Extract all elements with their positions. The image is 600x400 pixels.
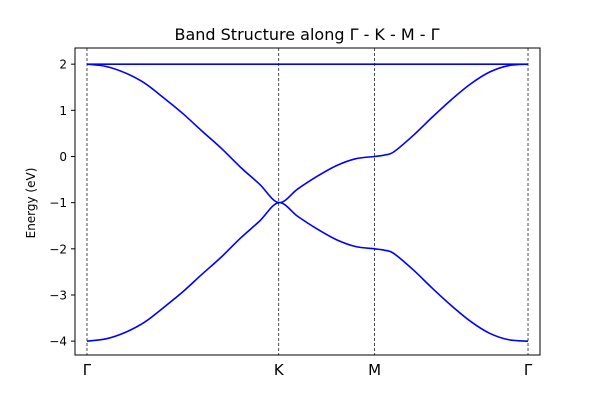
x-tick-label: Γ (524, 361, 533, 379)
y-tick-label: −1 (49, 196, 67, 210)
chart-title: Band Structure along Γ - K - M - Γ (174, 25, 439, 44)
y-tick-label: −3 (49, 288, 67, 302)
y-tick-label: 2 (59, 58, 67, 72)
y-tick-label: −4 (49, 335, 67, 349)
y-tick-label: −2 (49, 242, 67, 256)
y-tick-label: 0 (59, 150, 67, 164)
high-symmetry-lines (86, 48, 529, 355)
y-axis-label: Energy (eV) (24, 168, 38, 239)
y-tick-label: 1 (59, 104, 67, 118)
band-lines (86, 63, 529, 342)
x-tick-label: K (274, 361, 285, 379)
plot-frame (74, 47, 541, 356)
band-line (86, 201, 529, 342)
band-line (86, 63, 529, 204)
x-tick-label: M (368, 361, 381, 379)
plot-area: 2 1 0 −1 −2 −3 −4 Γ K M Γ (49, 47, 541, 379)
y-axis-ticks: 2 1 0 −1 −2 −3 −4 (49, 58, 75, 349)
x-tick-label: Γ (83, 361, 92, 379)
